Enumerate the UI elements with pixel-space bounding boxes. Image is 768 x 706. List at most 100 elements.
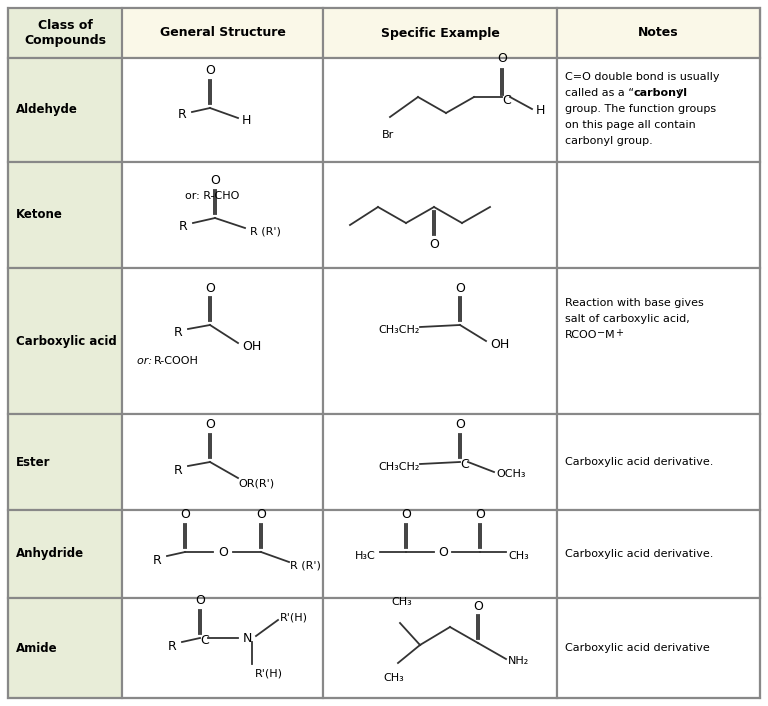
Text: Anhydride: Anhydride bbox=[16, 547, 84, 561]
Text: O: O bbox=[455, 282, 465, 294]
Text: OR(R'): OR(R') bbox=[238, 479, 274, 489]
Text: O: O bbox=[475, 508, 485, 522]
Text: OCH₃: OCH₃ bbox=[496, 469, 525, 479]
Text: on this page all contain: on this page all contain bbox=[565, 120, 696, 130]
Text: H₃C: H₃C bbox=[356, 551, 376, 561]
Text: H: H bbox=[241, 114, 250, 126]
Text: Br: Br bbox=[382, 130, 394, 140]
Bar bbox=[323, 8, 557, 58]
Text: NH₂: NH₂ bbox=[508, 656, 529, 666]
Bar bbox=[122, 162, 323, 268]
Bar bbox=[8, 598, 122, 698]
Text: Ester: Ester bbox=[16, 455, 51, 469]
Bar bbox=[323, 598, 557, 698]
Text: C: C bbox=[200, 635, 210, 647]
Bar bbox=[122, 510, 323, 598]
Bar bbox=[323, 510, 557, 598]
Bar bbox=[122, 8, 323, 58]
Text: OH: OH bbox=[243, 340, 262, 354]
Text: Carboxylic acid derivative.: Carboxylic acid derivative. bbox=[565, 549, 713, 559]
Text: Carboxylic acid: Carboxylic acid bbox=[16, 335, 117, 347]
Text: carbonyl group.: carbonyl group. bbox=[565, 136, 653, 146]
Text: R'(H): R'(H) bbox=[280, 613, 308, 623]
Text: R: R bbox=[177, 107, 187, 121]
Text: O: O bbox=[205, 419, 215, 431]
Text: CH₃CH₂: CH₃CH₂ bbox=[379, 325, 420, 335]
Bar bbox=[122, 598, 323, 698]
Text: N: N bbox=[243, 631, 252, 645]
Text: R: R bbox=[174, 464, 182, 477]
Text: O: O bbox=[218, 546, 228, 558]
Bar bbox=[557, 58, 760, 162]
Text: Carboxylic acid derivative.: Carboxylic acid derivative. bbox=[565, 457, 713, 467]
Text: O: O bbox=[256, 508, 266, 522]
Text: R: R bbox=[179, 220, 187, 232]
Text: Aldehyde: Aldehyde bbox=[16, 104, 78, 116]
Text: R: R bbox=[167, 640, 177, 652]
Text: O: O bbox=[205, 282, 215, 294]
Text: Notes: Notes bbox=[638, 27, 679, 40]
Bar bbox=[8, 414, 122, 510]
Bar bbox=[557, 268, 760, 414]
Text: CH₃: CH₃ bbox=[392, 597, 412, 607]
Text: R: R bbox=[174, 326, 182, 340]
Bar bbox=[557, 598, 760, 698]
Text: +: + bbox=[615, 328, 623, 338]
Text: RCOO: RCOO bbox=[565, 330, 598, 340]
Text: Amide: Amide bbox=[16, 642, 58, 654]
Text: O: O bbox=[455, 419, 465, 431]
Text: Reaction with base gives: Reaction with base gives bbox=[565, 298, 703, 308]
Text: or: R-CHO: or: R-CHO bbox=[185, 191, 240, 201]
Text: C=O double bond is usually: C=O double bond is usually bbox=[565, 72, 720, 82]
Bar bbox=[323, 414, 557, 510]
Text: M: M bbox=[605, 330, 614, 340]
Bar bbox=[8, 268, 122, 414]
Bar bbox=[323, 162, 557, 268]
Bar bbox=[557, 510, 760, 598]
Text: R-COOH: R-COOH bbox=[154, 356, 199, 366]
Text: H: H bbox=[535, 104, 545, 117]
Text: O: O bbox=[210, 174, 220, 188]
Text: Carboxylic acid derivative: Carboxylic acid derivative bbox=[565, 643, 710, 653]
Text: O: O bbox=[473, 599, 483, 613]
Text: R (R'): R (R') bbox=[250, 227, 280, 237]
Text: called as a “: called as a “ bbox=[565, 88, 634, 98]
Text: C: C bbox=[502, 95, 511, 107]
Text: O: O bbox=[497, 52, 507, 66]
Text: R (R'): R (R') bbox=[290, 561, 320, 571]
Text: OH: OH bbox=[491, 338, 510, 352]
Text: CH₃: CH₃ bbox=[384, 673, 405, 683]
Bar bbox=[323, 268, 557, 414]
Bar bbox=[323, 58, 557, 162]
Text: O: O bbox=[205, 64, 215, 76]
Bar bbox=[8, 58, 122, 162]
Text: R'(H): R'(H) bbox=[255, 668, 283, 678]
Text: CH₃CH₂: CH₃CH₂ bbox=[379, 462, 420, 472]
Text: ”: ” bbox=[677, 88, 683, 98]
Text: Class of
Compounds: Class of Compounds bbox=[24, 19, 106, 47]
Bar bbox=[557, 8, 760, 58]
Text: carbonyl: carbonyl bbox=[633, 88, 687, 98]
Bar bbox=[122, 414, 323, 510]
Bar bbox=[557, 162, 760, 268]
Bar bbox=[557, 414, 760, 510]
Text: O: O bbox=[429, 237, 439, 251]
Bar bbox=[8, 162, 122, 268]
Text: group. The function groups: group. The function groups bbox=[565, 104, 716, 114]
Text: C: C bbox=[461, 457, 469, 470]
Text: CH₃: CH₃ bbox=[508, 551, 528, 561]
Text: Ketone: Ketone bbox=[16, 208, 63, 222]
Bar bbox=[8, 8, 760, 58]
Text: O: O bbox=[180, 508, 190, 522]
Text: R: R bbox=[153, 554, 161, 566]
Text: O: O bbox=[195, 594, 205, 607]
Text: O: O bbox=[401, 508, 411, 522]
Bar bbox=[122, 268, 323, 414]
Text: General Structure: General Structure bbox=[160, 27, 286, 40]
Text: or:: or: bbox=[137, 356, 156, 366]
Bar bbox=[8, 510, 122, 598]
Text: Specific Example: Specific Example bbox=[381, 27, 499, 40]
Text: O: O bbox=[438, 546, 448, 558]
Text: −: − bbox=[597, 328, 605, 338]
Bar bbox=[122, 58, 323, 162]
